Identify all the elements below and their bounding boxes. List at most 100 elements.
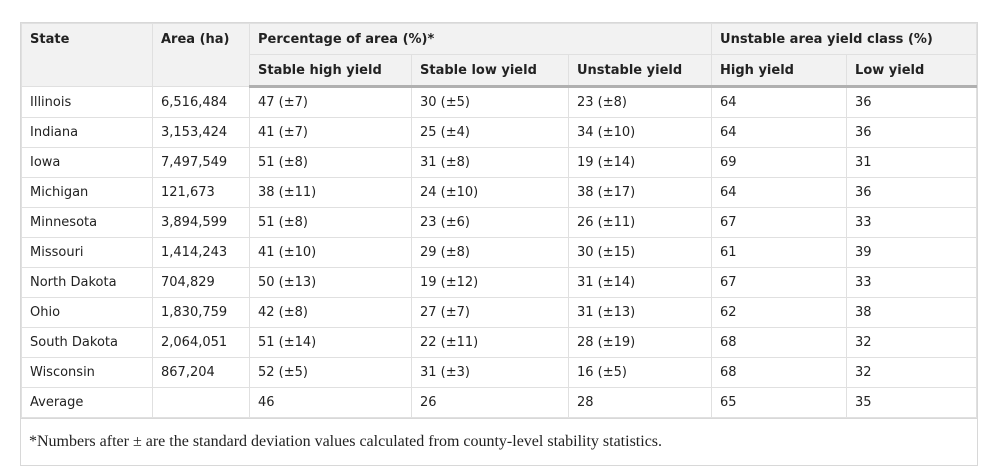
table-cell: 67	[711, 207, 848, 238]
subheader-cell: Stable high yield	[249, 54, 412, 88]
table-cell: 64	[711, 86, 848, 118]
table-cell: 121,673	[152, 177, 250, 208]
table-cell: 39	[846, 237, 977, 268]
table-cell: 31 (±13)	[567, 297, 713, 328]
table-cell: 29 (±8)	[411, 237, 569, 268]
empty-cell	[152, 387, 250, 418]
table-cell: 27 (±7)	[411, 297, 569, 328]
footnote: *Numbers after ± are the standard deviat…	[21, 418, 977, 465]
table-cell: 36	[846, 117, 977, 148]
table-cell: 25 (±4)	[411, 117, 569, 148]
table-container: State Area (ha) Percentage of area (%)* …	[20, 22, 978, 466]
table-cell: 62	[711, 297, 848, 328]
subheader-cell: Unstable yield	[567, 54, 713, 88]
table-cell: 31 (±3)	[411, 357, 569, 388]
table-cell: 69	[711, 147, 848, 178]
table-cell: 30 (±15)	[567, 237, 713, 268]
table-cell: 19 (±12)	[411, 267, 569, 298]
table-cell: 32	[846, 327, 977, 358]
table-cell: 35	[846, 387, 977, 418]
table-cell: 33	[846, 207, 977, 238]
table-cell: Indiana	[21, 117, 153, 148]
subheader-cell: Low yield	[846, 54, 977, 88]
table-cell: 867,204	[152, 357, 250, 388]
table-cell: 3,153,424	[152, 117, 250, 148]
table-cell: 36	[846, 86, 977, 118]
table-cell: 41 (±10)	[249, 237, 412, 268]
table-cell: 3,894,599	[152, 207, 250, 238]
table-cell: 50 (±13)	[249, 267, 412, 298]
table-row: North Dakota 704,829 50 (±13) 19 (±12) 31 (±…	[21, 267, 977, 298]
table-cell: 1,414,243	[152, 237, 250, 268]
table-cell: 31	[846, 147, 977, 178]
table-row: Wisconsin 867,204 52 (±5) 31 (±3) 16 (±5) 68 3…	[21, 357, 977, 388]
table-cell: 6,516,484	[152, 86, 250, 118]
table-cell: 32	[846, 357, 977, 388]
table-cell: 36	[846, 177, 977, 208]
average-row: Average 46 26 28 65 35	[21, 387, 977, 418]
table-cell: 46	[249, 387, 412, 418]
table-cell: 23 (±6)	[411, 207, 569, 238]
table-cell: 33	[846, 267, 977, 298]
table-cell: 16 (±5)	[567, 357, 713, 388]
table-cell: 67	[711, 267, 848, 298]
table-cell: 22 (±11)	[411, 327, 569, 358]
table-cell: 68	[711, 327, 848, 358]
table-cell: 34 (±10)	[567, 117, 713, 148]
table-cell: Ohio	[21, 297, 153, 328]
table-cell: Wisconsin	[21, 357, 153, 388]
header-cell: State	[21, 23, 153, 87]
table-cell: 64	[711, 117, 848, 148]
table-cell: 51 (±8)	[249, 147, 412, 178]
table-cell: 26	[411, 387, 569, 418]
table-cell: 26 (±11)	[567, 207, 713, 238]
table-cell: 51 (±8)	[249, 207, 412, 238]
table-cell: 28	[567, 387, 713, 418]
subheader-cell: Stable low yield	[411, 54, 569, 88]
table-cell: 38 (±17)	[567, 177, 713, 208]
table-cell: 47 (±7)	[249, 86, 412, 118]
table-cell: 52 (±5)	[249, 357, 412, 388]
table-body: Illinois 6,516,484 47 (±7) 30 (±5) 23 (±8) 64…	[21, 86, 977, 418]
table-cell: Michigan	[21, 177, 153, 208]
table-cell: 24 (±10)	[411, 177, 569, 208]
table-cell: 38	[846, 297, 977, 328]
table-row: Minnesota 3,894,599 51 (±8) 23 (±6) 26 (±11)…	[21, 207, 977, 238]
table-cell: 23 (±8)	[567, 86, 713, 118]
table-cell: South Dakota	[21, 327, 153, 358]
table-cell: 64	[711, 177, 848, 208]
table-cell: 30 (±5)	[411, 86, 569, 118]
table-cell: 38 (±11)	[249, 177, 412, 208]
header-cell: Percentage of area (%)*	[248, 23, 713, 55]
table-cell: Average	[21, 387, 153, 418]
table-row: Missouri 1,414,243 41 (±10) 29 (±8) 30 (±15)…	[21, 237, 977, 268]
table-cell: 41 (±7)	[249, 117, 412, 148]
subheader-cell: High yield	[711, 54, 848, 88]
table-cell: 1,830,759	[152, 297, 250, 328]
table-cell: 31 (±14)	[567, 267, 713, 298]
table-cell: 28 (±19)	[567, 327, 713, 358]
table-row: Illinois 6,516,484 47 (±7) 30 (±5) 23 (±8) 64…	[21, 86, 977, 118]
table-cell: 7,497,549	[152, 147, 250, 178]
table-cell: 65	[711, 387, 848, 418]
table-cell: 68	[711, 357, 848, 388]
table-cell: 42 (±8)	[249, 297, 412, 328]
table-cell: 61	[711, 237, 848, 268]
data-table: State Area (ha) Percentage of area (%)* …	[21, 23, 977, 418]
table-cell: Iowa	[21, 147, 153, 178]
table-cell: 2,064,051	[152, 327, 250, 358]
header-cell: Unstable area yield class (%)	[711, 23, 977, 55]
table-cell: 51 (±14)	[249, 327, 412, 358]
table-row: Ohio 1,830,759 42 (±8) 27 (±7) 31 (±13) 62 38	[21, 297, 977, 328]
table-cell: Minnesota	[21, 207, 153, 238]
header-cell: Area (ha)	[152, 23, 250, 87]
table-row: South Dakota 2,064,051 51 (±14) 22 (±11) 28 …	[21, 327, 977, 358]
table-cell: North Dakota	[21, 267, 153, 298]
table-cell: 704,829	[152, 267, 250, 298]
table-cell: 19 (±14)	[567, 147, 713, 178]
table-cell: Illinois	[21, 86, 153, 118]
table-cell: 31 (±8)	[411, 147, 569, 178]
table-row: Indiana 3,153,424 41 (±7) 25 (±4) 34 (±10) 64…	[21, 117, 977, 148]
table-row: Michigan 121,673 38 (±11) 24 (±10) 38 (±17) 6…	[21, 177, 977, 208]
